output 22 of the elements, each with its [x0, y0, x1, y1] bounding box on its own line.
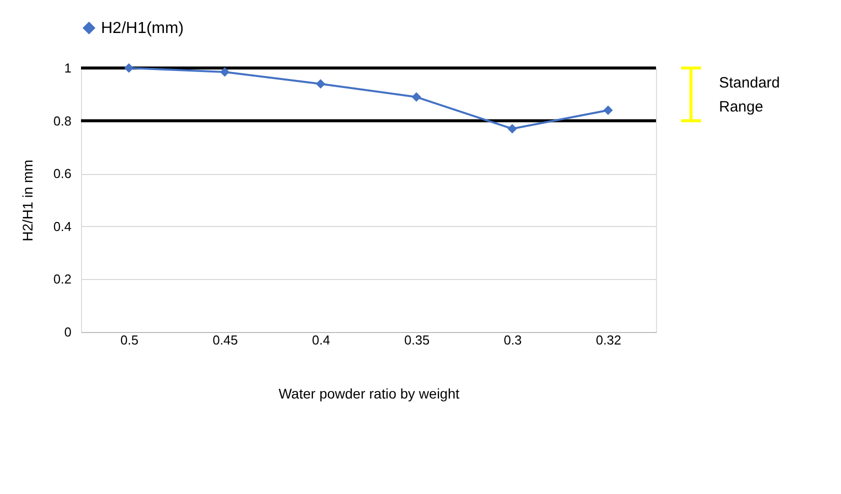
- point: [412, 92, 422, 102]
- legend-label: H2/H1(mm): [101, 20, 184, 37]
- y-tick-label: 1: [64, 60, 72, 76]
- point: [508, 124, 517, 134]
- x-tick-label: 0.45: [212, 332, 238, 348]
- x-tick-label: 0.35: [404, 332, 430, 348]
- x-axis-title: Water powder ratio by weight: [278, 386, 460, 402]
- y-tick-label: 0.4: [53, 218, 72, 234]
- point: [316, 79, 326, 89]
- y-tick-label: 0.2: [53, 272, 72, 287]
- y-tick-label: 0.8: [53, 113, 72, 128]
- x-tick-label: 0.4: [312, 332, 330, 348]
- x-tick-label: 0.3: [504, 332, 522, 348]
- x-tick-label: 0.32: [596, 332, 622, 348]
- point: [603, 105, 613, 115]
- y-tick-label: 0: [64, 324, 72, 340]
- point: [124, 63, 134, 73]
- text: Standard Range: [719, 74, 780, 116]
- point: [220, 67, 230, 77]
- x-tick-label: 0.5: [120, 332, 138, 348]
- y-axis-title: H2/H1 in mm: [19, 160, 36, 242]
- y-tick-label: 0.6: [53, 166, 72, 182]
